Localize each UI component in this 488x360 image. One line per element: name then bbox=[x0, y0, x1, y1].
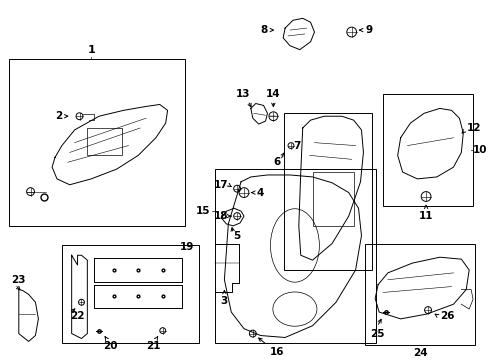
Bar bbox=[365, 243, 474, 345]
Text: 17: 17 bbox=[213, 180, 228, 190]
Text: 9: 9 bbox=[365, 25, 372, 35]
Text: 3: 3 bbox=[220, 296, 227, 306]
Text: 10: 10 bbox=[472, 144, 487, 154]
Text: 16: 16 bbox=[269, 347, 284, 357]
Text: 11: 11 bbox=[418, 211, 432, 221]
Text: 22: 22 bbox=[70, 311, 84, 321]
Text: 14: 14 bbox=[265, 89, 280, 99]
Text: 2: 2 bbox=[55, 111, 62, 121]
Text: 4: 4 bbox=[256, 188, 264, 198]
Text: 18: 18 bbox=[213, 211, 228, 221]
Bar bbox=[284, 113, 371, 270]
Text: 26: 26 bbox=[439, 311, 453, 321]
Bar bbox=[87, 128, 122, 156]
Text: 19: 19 bbox=[179, 242, 194, 252]
Bar bbox=[214, 169, 375, 343]
Text: 23: 23 bbox=[11, 275, 25, 285]
Text: 15: 15 bbox=[196, 206, 210, 216]
Text: 13: 13 bbox=[235, 89, 250, 99]
Text: 21: 21 bbox=[145, 341, 160, 351]
Text: 7: 7 bbox=[292, 141, 300, 150]
Bar bbox=[62, 246, 199, 343]
Text: 6: 6 bbox=[272, 157, 280, 167]
Text: 12: 12 bbox=[466, 123, 481, 133]
Text: 1: 1 bbox=[87, 45, 95, 55]
Text: 24: 24 bbox=[412, 348, 427, 358]
Bar bbox=[382, 94, 472, 206]
Bar bbox=[312, 172, 353, 226]
Text: 20: 20 bbox=[103, 341, 118, 351]
Text: 8: 8 bbox=[260, 25, 267, 35]
Text: 5: 5 bbox=[233, 231, 240, 241]
Text: 25: 25 bbox=[369, 329, 384, 339]
Bar bbox=[9, 59, 185, 226]
